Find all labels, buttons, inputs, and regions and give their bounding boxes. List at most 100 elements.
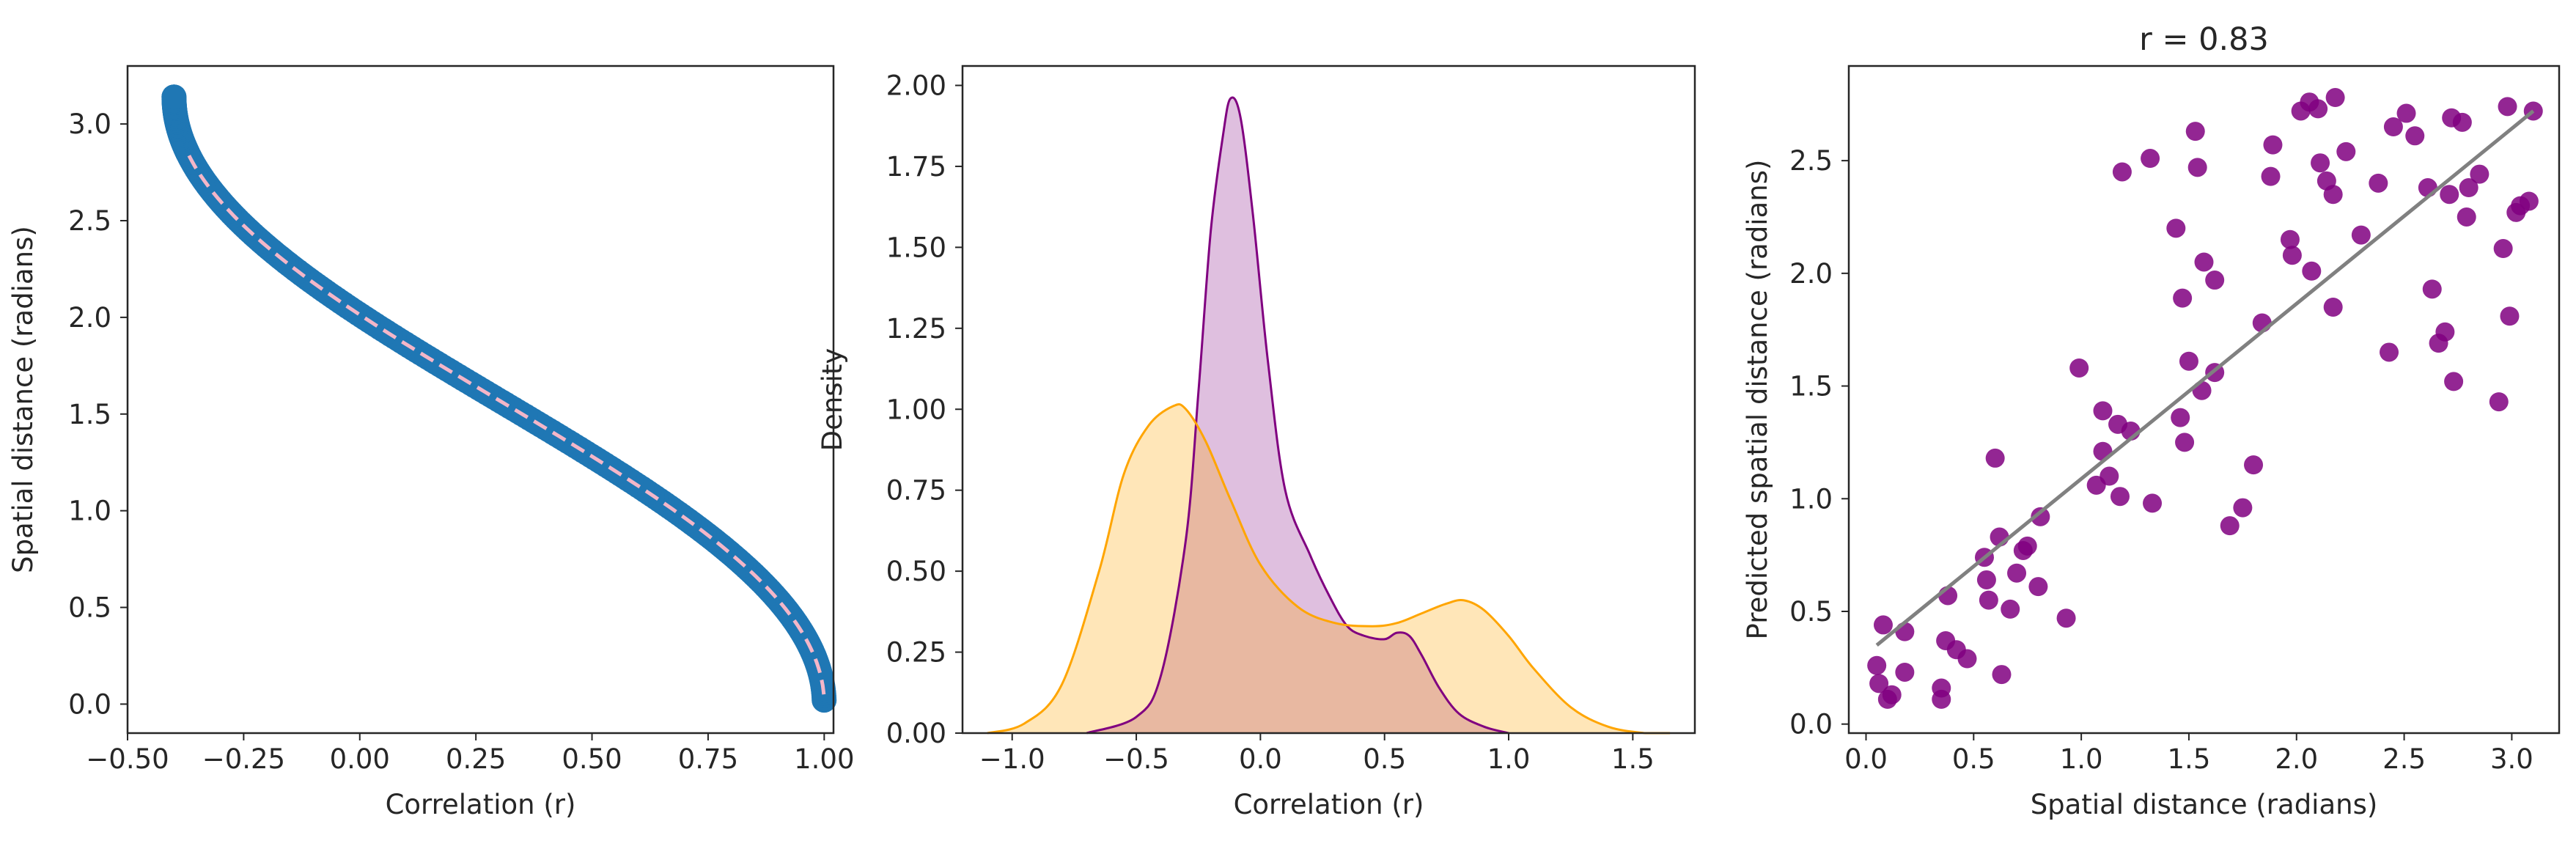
y-axis-label: Spatial distance (radians) bbox=[7, 226, 39, 573]
chart-title: r = 0.83 bbox=[2139, 21, 2269, 58]
x-axis-label: Correlation (r) bbox=[1234, 789, 1424, 820]
data-point bbox=[2017, 536, 2037, 556]
data-point bbox=[1895, 662, 1915, 682]
y-tick-label: 3.0 bbox=[68, 108, 111, 140]
y-axis-label: Predicted spatial distance (radians) bbox=[1742, 160, 1773, 640]
y-tick-label: 0.75 bbox=[886, 475, 946, 507]
data-point bbox=[2380, 342, 2399, 362]
data-point bbox=[2383, 117, 2403, 137]
data-point bbox=[2175, 433, 2195, 452]
y-tick-label: 2.0 bbox=[68, 302, 111, 334]
x-tick-label: 3.0 bbox=[2490, 743, 2533, 775]
regression-line bbox=[1875, 109, 2535, 647]
data-point bbox=[2444, 372, 2464, 391]
data-point bbox=[2028, 577, 2048, 597]
data-point bbox=[2519, 191, 2539, 211]
y-tick-label: 1.5 bbox=[68, 399, 111, 430]
data-point bbox=[2422, 279, 2442, 299]
data-point bbox=[2489, 392, 2509, 412]
y-tick-label: 1.25 bbox=[886, 313, 946, 345]
data-point bbox=[2205, 271, 2225, 290]
data-point bbox=[2141, 149, 2160, 169]
data-point bbox=[2396, 103, 2416, 123]
data-point bbox=[2325, 88, 2345, 108]
x-tick-label: 1.5 bbox=[1611, 743, 1655, 775]
y-tick-label: 2.00 bbox=[886, 70, 946, 102]
data-point bbox=[2100, 466, 2119, 486]
data-point bbox=[1992, 665, 2012, 685]
data-point bbox=[2069, 358, 2089, 378]
data-point bbox=[2220, 516, 2240, 536]
data-point bbox=[2280, 229, 2300, 249]
x-tick-label: 1.5 bbox=[2168, 743, 2211, 775]
data-point bbox=[2110, 487, 2130, 507]
x-tick-label: 1.00 bbox=[794, 743, 854, 775]
x-axis-label: Spatial distance (radians) bbox=[2031, 789, 2378, 820]
data-point bbox=[2459, 178, 2479, 198]
plot-frame bbox=[1847, 65, 2561, 735]
density-curve-0 bbox=[1086, 96, 1509, 735]
data-point bbox=[2323, 297, 2343, 317]
x-tick-label: 0.50 bbox=[562, 743, 622, 775]
x-tick-label: 0.5 bbox=[1363, 743, 1406, 775]
data-point bbox=[2056, 608, 2076, 628]
data-point bbox=[2440, 185, 2459, 205]
data-point bbox=[2323, 185, 2343, 205]
x-tick-label: −1.0 bbox=[979, 743, 1045, 775]
x-axis-label: Correlation (r) bbox=[386, 789, 576, 820]
y-axis-label: Density bbox=[817, 348, 848, 452]
data-point bbox=[2418, 178, 2437, 198]
data-point bbox=[2233, 498, 2253, 518]
x-tick-label: 1.0 bbox=[2060, 743, 2103, 775]
x-tick-label: 1.0 bbox=[1487, 743, 1531, 775]
data-point bbox=[2311, 153, 2330, 173]
x-tick-label: 0.0 bbox=[1239, 743, 1282, 775]
panel-predicted-vs-actual: 0.0 0.5 1.0 1.5 2.0 2.5 3.00.00.51.01.52.02.5S… bbox=[1742, 21, 2561, 820]
data-point bbox=[2282, 246, 2302, 265]
data-point bbox=[2179, 351, 2198, 371]
y-tick-label: 0.5 bbox=[1789, 596, 1833, 628]
y-tick-label: 0.5 bbox=[68, 592, 111, 624]
y-tick-label: 1.0 bbox=[68, 496, 111, 527]
x-tick-label: 2.0 bbox=[2275, 743, 2318, 775]
x-tick-label: −0.50 bbox=[86, 743, 169, 775]
density-fill-1 bbox=[987, 404, 1671, 733]
data-point bbox=[2308, 99, 2328, 119]
data-point bbox=[1979, 590, 1998, 610]
data-point bbox=[1873, 615, 1893, 635]
y-tick-label: 0.0 bbox=[1789, 709, 1833, 740]
y-tick-label: 1.5 bbox=[1789, 371, 1833, 402]
data-point bbox=[2093, 401, 2113, 421]
data-point bbox=[2031, 507, 2050, 526]
data-point bbox=[2498, 97, 2517, 117]
y-tick-label: 1.0 bbox=[1789, 483, 1833, 515]
panel-density: −1.0 −0.5 0.0 0.5 1.0 1.5 0.00 0.25 0.50 0.75 1.00… bbox=[817, 65, 1696, 820]
data-point bbox=[1976, 570, 1996, 589]
data-point bbox=[1932, 689, 1951, 709]
x-tick-label: 0.75 bbox=[678, 743, 738, 775]
x-tick-label: 0.25 bbox=[446, 743, 506, 775]
data-point bbox=[2244, 455, 2264, 475]
data-point bbox=[2452, 112, 2472, 132]
x-tick-label: 0.0 bbox=[1844, 743, 1888, 775]
x-tick-label: −0.5 bbox=[1103, 743, 1169, 775]
data-point bbox=[2336, 141, 2356, 161]
data-point bbox=[2435, 322, 2455, 342]
data-point bbox=[2302, 261, 2322, 281]
data-point bbox=[2261, 166, 2281, 186]
data-point bbox=[2171, 408, 2190, 427]
data-point bbox=[2001, 599, 2020, 619]
data-point bbox=[2457, 207, 2476, 227]
data-point bbox=[1882, 685, 1902, 705]
y-tick-label: 1.50 bbox=[886, 232, 946, 263]
data-point bbox=[2405, 126, 2425, 146]
data-point bbox=[2470, 164, 2489, 184]
y-tick-label: 0.50 bbox=[886, 556, 946, 587]
data-point bbox=[2493, 239, 2513, 259]
y-tick-label: 2.5 bbox=[68, 205, 111, 237]
plot-frame bbox=[126, 65, 835, 735]
data-point bbox=[2166, 218, 2186, 238]
fit-line bbox=[185, 152, 826, 695]
density-curve-1 bbox=[987, 403, 1671, 735]
